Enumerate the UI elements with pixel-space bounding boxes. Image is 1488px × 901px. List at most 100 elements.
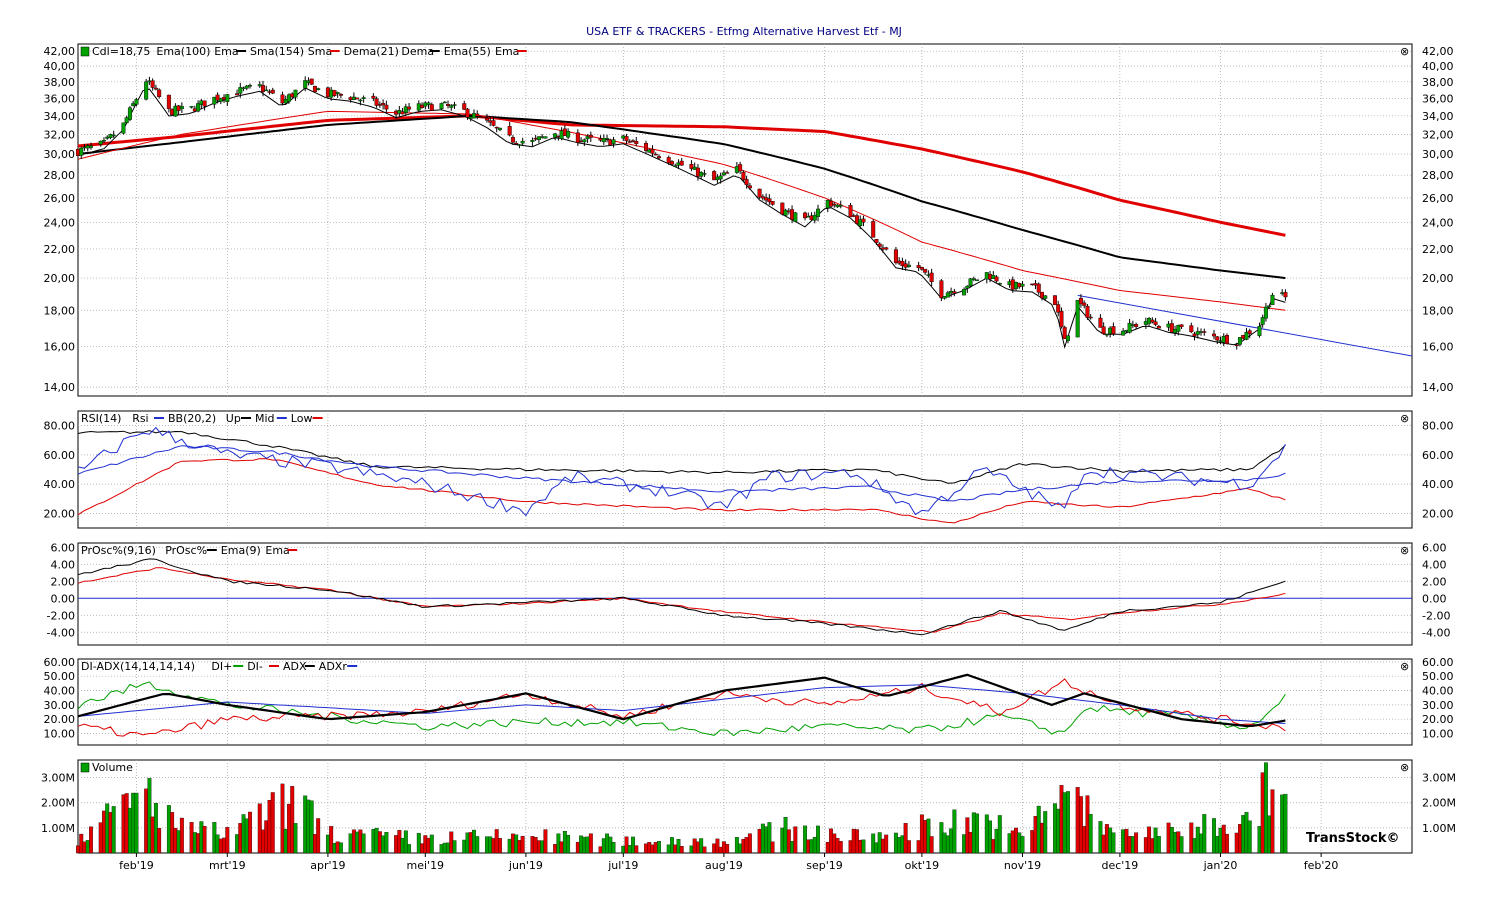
volume-bar <box>598 846 603 854</box>
volume-bar <box>465 832 470 854</box>
volume-bar <box>923 820 928 854</box>
panel-adx-ytick-left: 60.00 <box>44 656 76 669</box>
volume-bar <box>517 840 522 854</box>
volume-bar <box>942 832 947 854</box>
panel-price-ytick-right: 36,00 <box>1422 92 1454 105</box>
panel-prosc-frame <box>77 542 1413 646</box>
volume-bar <box>238 823 243 854</box>
panel-price-ytick-left: 20,00 <box>44 272 76 285</box>
candle-body <box>721 172 726 176</box>
panel-prosc-ytick-right: -4.00 <box>1422 626 1450 639</box>
candle-body <box>543 136 548 139</box>
volume-bar <box>975 813 980 854</box>
panel-price-ytick-right: 24,00 <box>1422 216 1454 229</box>
x-tick-label: aug'19 <box>705 859 743 872</box>
volume-bar <box>264 820 269 854</box>
candle-body <box>919 267 924 270</box>
volume-bar <box>725 843 730 854</box>
volume-bar <box>601 838 606 854</box>
rsi-line <box>77 426 1286 517</box>
volume-bar <box>1260 772 1265 854</box>
volume-bar <box>1043 811 1048 854</box>
volume-bar <box>270 792 275 854</box>
panel-price-ytick-right: 28,00 <box>1422 169 1454 182</box>
candle-body <box>1179 324 1184 327</box>
volume-bar <box>1202 814 1207 854</box>
candle-body <box>812 214 817 221</box>
volume-bar <box>312 834 317 854</box>
panels-layer: 42,00 42,00 40,00 40,00 38,00 38,00 36,00 36,00… <box>41 43 1456 854</box>
candle-body <box>371 95 376 99</box>
volume-bar <box>919 814 924 854</box>
panel-rsi-close-icon: ⊗ <box>1400 412 1409 425</box>
volume-bar <box>949 828 954 854</box>
volume-bar <box>472 829 476 854</box>
volume-bar <box>257 803 262 854</box>
volume-bar <box>267 800 272 854</box>
volume-bar <box>650 844 655 854</box>
candle-body <box>780 202 785 215</box>
candle-body <box>1075 300 1080 338</box>
panel-prosc-ytick-left: 6.00 <box>51 541 76 554</box>
candle-body <box>215 94 220 101</box>
volume-bar <box>420 843 424 854</box>
panel-prosc-ytick-right: -2.00 <box>1422 609 1450 622</box>
volume-bar <box>166 805 171 854</box>
x-tick-label: jul'19 <box>607 859 638 872</box>
volume-bar <box>968 831 973 854</box>
x-tick-label: feb'19 <box>119 859 154 872</box>
candle-body <box>426 102 431 105</box>
candle-body <box>624 136 629 142</box>
x-tick-label: apr'19 <box>310 859 345 872</box>
volume-bar <box>1143 837 1148 854</box>
candle-body <box>611 139 616 144</box>
volume-bar <box>1098 821 1103 854</box>
volume-bar <box>1082 826 1087 854</box>
candle-body <box>1224 335 1229 344</box>
candle-body <box>575 132 580 143</box>
candle-body <box>1088 316 1093 319</box>
volume-bar <box>952 809 957 854</box>
candle-body <box>465 108 470 118</box>
volume-bar <box>199 821 204 854</box>
prosc-ema-line <box>77 567 1286 633</box>
volume-bar <box>621 845 626 854</box>
volume-bar <box>468 832 473 854</box>
volume-bar <box>147 778 152 854</box>
candle-body <box>494 126 499 129</box>
volume-bar <box>647 841 652 854</box>
candle-body <box>1039 291 1044 299</box>
x-tick-label: dec'19 <box>1101 859 1138 872</box>
candle-body <box>793 212 798 222</box>
candle-body <box>514 142 519 145</box>
volume-bar <box>945 835 950 854</box>
volume-bar <box>127 807 132 854</box>
volume-bar <box>582 836 587 854</box>
volume-bar <box>494 829 499 854</box>
volume-bar <box>689 845 694 854</box>
volume-bar <box>1020 836 1025 854</box>
volume-bar <box>793 826 798 854</box>
panel-rsi-ytick-right: 80.00 <box>1422 420 1454 433</box>
volume-bar <box>1212 818 1216 854</box>
volume-bar <box>244 818 249 854</box>
volume-bar <box>1078 796 1083 854</box>
volume-bar <box>179 817 184 854</box>
di-plus-line <box>77 681 1286 737</box>
panel-prosc-legend-label: PrOsc% <box>165 544 207 557</box>
candle-body <box>553 133 558 138</box>
panel-prosc-ytick-left: 0.00 <box>51 592 76 605</box>
candle-body <box>166 94 171 109</box>
volume-bar <box>533 837 538 854</box>
candle-body <box>1263 306 1268 319</box>
volume-bar <box>631 836 635 854</box>
volume-bar <box>825 842 830 854</box>
candle-body <box>588 134 593 138</box>
panel-adx-legend-label: DI+ <box>211 660 232 673</box>
volume-bar <box>520 836 525 854</box>
volume-bar <box>624 836 629 854</box>
volume-bar <box>903 823 908 854</box>
volume-bar <box>144 788 149 854</box>
volume-bar <box>173 827 178 854</box>
volume-bar <box>744 837 749 854</box>
